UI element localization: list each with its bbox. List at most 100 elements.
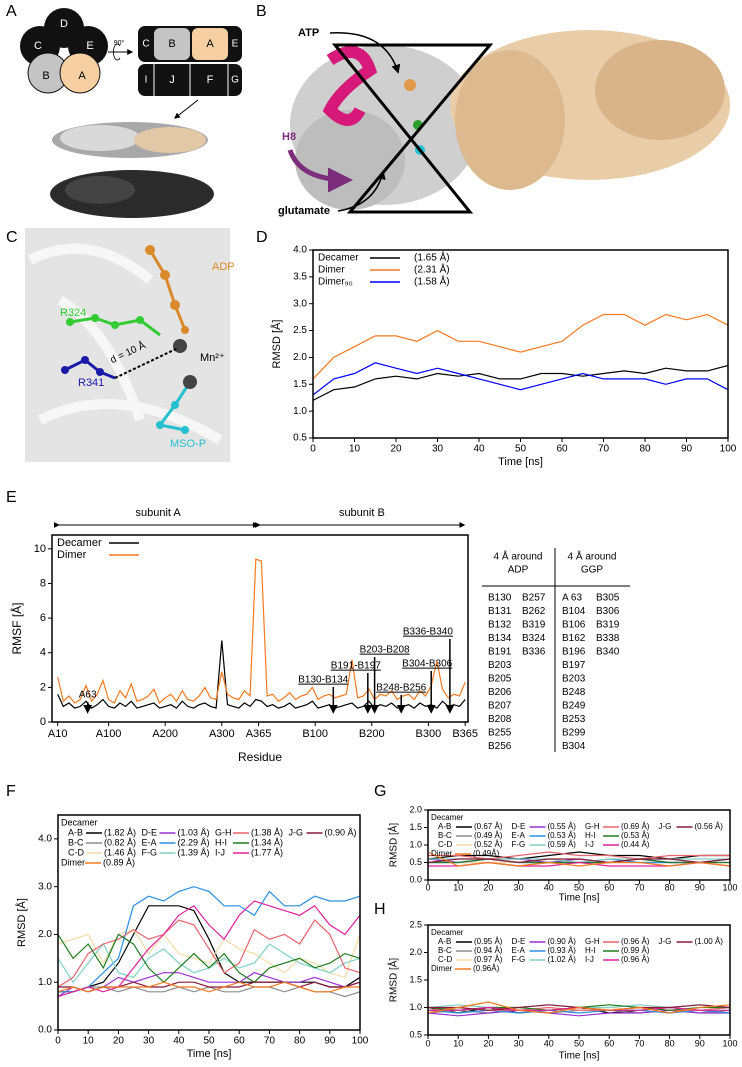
x-tick-label: 20 — [483, 1038, 493, 1048]
y-axis-label: RMSD [Å] — [15, 898, 28, 947]
table-cell: B304 — [562, 741, 586, 752]
subunit-label: A — [206, 38, 214, 50]
legend-label: E-A — [512, 831, 526, 840]
legend-value: (1.34 Å) — [251, 837, 283, 847]
series-line — [57, 919, 361, 988]
table-cell: B262 — [522, 606, 546, 617]
legend-label: F-G — [512, 955, 526, 964]
x-tick-label: A10 — [48, 728, 68, 740]
x-tick-label: 100 — [352, 1036, 369, 1047]
annotation: glutamate — [278, 205, 330, 217]
legend-label: A-B — [438, 822, 451, 831]
legend-label: H-I — [585, 831, 596, 840]
legend-value: (1.03 Å) — [178, 827, 210, 837]
y-tick-label: 0.5 — [293, 433, 307, 444]
series-line — [427, 1001, 731, 1014]
legend-value: (0.53 Å) — [548, 831, 577, 840]
x-tick-label: A365 — [246, 728, 272, 740]
x-tick-label: 100 — [722, 1038, 737, 1048]
table-cell: B340 — [596, 647, 620, 658]
legend-label: C-D — [68, 847, 84, 857]
table-cell: B191 — [488, 647, 512, 658]
table-cell: B207 — [488, 701, 512, 712]
series-line — [57, 928, 361, 979]
y-tick-label: 3.0 — [293, 298, 307, 309]
x-tick-label: 0 — [310, 444, 316, 455]
x-tick-label: 70 — [634, 882, 644, 892]
table-cell: B319 — [522, 620, 546, 631]
y-tick-label: 2.5 — [293, 325, 307, 336]
x-tick-label: 40 — [544, 882, 554, 892]
series-line — [57, 558, 466, 705]
subunit-label: C — [142, 39, 149, 50]
table-cell: B104 — [562, 606, 586, 617]
x-tick-label: A100 — [96, 728, 122, 740]
table-cell: B319 — [596, 620, 620, 631]
legend-label: Decamer — [318, 253, 359, 264]
chart: 0.5 1.0 1.5 2.0 2.5 0 10 20 30 40 50 60 70 80 90 100 Tim… — [387, 919, 738, 1061]
subunit-label: E — [232, 39, 239, 50]
x-tick-label: 0 — [425, 882, 430, 892]
legend-value: (0.53 Å) — [621, 831, 650, 840]
x-tick-label: 60 — [234, 1036, 246, 1047]
x-tick-label: 0 — [55, 1036, 61, 1047]
y-tick-label: 3.0 — [38, 881, 52, 892]
table-cell: B299 — [562, 728, 586, 739]
x-tick-label: 0 — [425, 1038, 430, 1048]
annotation: R324 — [60, 307, 86, 319]
annotation: B191-B197 — [331, 661, 381, 672]
series-line — [57, 933, 361, 984]
y-tick-label: 0.0 — [38, 1025, 52, 1036]
y-tick-label: 1.0 — [409, 1002, 422, 1012]
x-tick-label: 80 — [639, 444, 651, 455]
y-tick-label: 0 — [40, 716, 46, 728]
legend-label: Dimer — [57, 549, 87, 561]
legend-value: (0.49 Å) — [474, 831, 503, 840]
panel-label: D — [256, 229, 268, 246]
x-tick-label: B100 — [302, 728, 328, 740]
panel-label: E — [6, 489, 17, 506]
legend-label: H-I — [215, 837, 227, 847]
subunit-label: D — [60, 18, 68, 30]
x-tick-label: 50 — [574, 1038, 584, 1048]
y-tick-label: 10 — [34, 543, 46, 555]
subunit-label: A — [78, 70, 86, 82]
plot-frame — [427, 809, 731, 881]
table-cell: B130 — [488, 593, 512, 604]
panel-label: F — [6, 783, 16, 800]
x-tick-label: 50 — [515, 444, 527, 455]
x-tick-label: B365 — [452, 728, 478, 740]
table-cell: B249 — [562, 701, 586, 712]
x-tick-label: 60 — [556, 444, 568, 455]
legend-value: (0.89 Å) — [103, 857, 135, 867]
chart: 0.0 0.5 1.0 1.5 2.0 0 10 20 30 40 50 60 70 80 90 100 Tim… — [387, 804, 738, 903]
legend-label: C-D — [438, 955, 452, 964]
legend-label: D-E — [142, 827, 158, 837]
legend-value: (0.56 Å) — [695, 822, 724, 831]
legend-label: B-C — [68, 837, 84, 847]
legend-value: (0.96 Å) — [621, 955, 650, 964]
table-cell: B248 — [562, 687, 586, 698]
annotation: ATP — [298, 27, 319, 39]
annotation: H8 — [282, 131, 296, 143]
annotation: R341 — [78, 377, 104, 389]
x-tick-label: 20 — [113, 1036, 125, 1047]
table-cell: B203 — [488, 660, 512, 671]
x-tick-label: 40 — [544, 1038, 554, 1048]
x-tick-label: 90 — [681, 444, 693, 455]
table-cell: B206 — [488, 687, 512, 698]
legend-value: (1.02 Å) — [548, 955, 577, 964]
plot-frame — [312, 249, 729, 439]
y-tick-label: 1.0 — [38, 977, 52, 988]
x-tick-label: 50 — [203, 1036, 215, 1047]
series-line — [427, 858, 731, 864]
panel-label: C — [6, 229, 18, 246]
annotation: B304-B306 — [402, 659, 452, 670]
legend-value: (0.99 Å) — [621, 946, 650, 955]
x-axis-label: Time [ns] — [498, 456, 543, 468]
y-tick-label: 1.0 — [409, 839, 422, 849]
legend-label: I-J — [585, 955, 594, 964]
x-tick-label: 70 — [598, 444, 610, 455]
legend-label: D-E — [512, 822, 526, 831]
x-axis-label: Time [ns] — [187, 1048, 232, 1060]
